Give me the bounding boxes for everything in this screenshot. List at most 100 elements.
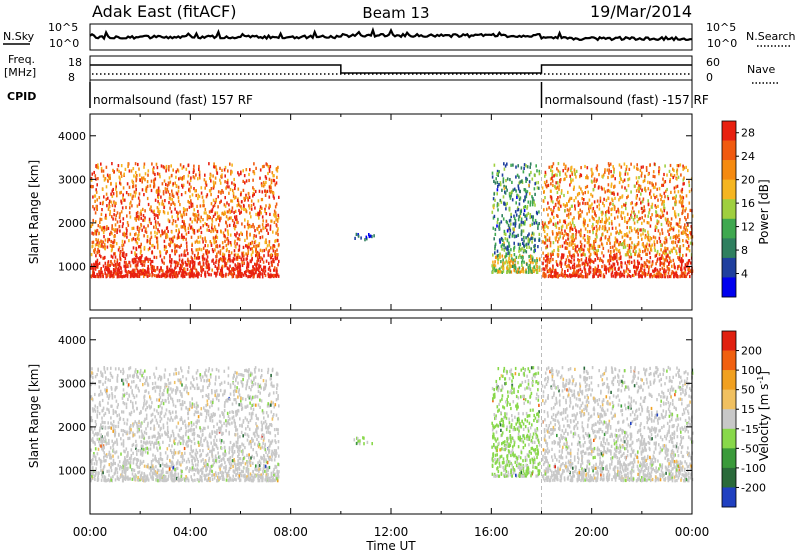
echo-cell [184,267,186,271]
echo-cell [524,220,526,224]
echo-cell [118,275,120,279]
echo-cell [534,268,536,272]
echo-cell [582,275,585,279]
echo-cell [127,164,129,169]
echo-cell [269,254,271,258]
echo-cell [228,223,231,227]
echo-cell [591,246,594,250]
echo-cell [496,254,499,258]
echo-cell [644,236,646,240]
echo-cell [200,440,202,444]
echo-cell [119,256,121,260]
echo-cell [565,225,568,230]
echo-cell [192,212,195,216]
echo-cell [618,163,621,167]
echo-cell [156,172,159,176]
echo-cell [523,205,525,210]
echo-cell [506,221,508,225]
echo-cell [156,231,158,235]
echo-cell [550,254,552,258]
echo-cell [197,271,199,275]
echo-cell [517,242,520,246]
echo-cell [649,189,652,193]
echo-cell [615,255,618,259]
echo-cell [626,232,628,236]
echo-cell [515,234,518,238]
echo-cell [145,227,147,231]
echo-cell [505,179,507,183]
echo-cell [257,426,259,430]
echo-cell [145,416,148,421]
echo-cell [545,238,547,242]
echo-cell [552,241,555,245]
echo-cell [639,249,642,254]
echo-cell [135,175,137,179]
echo-cell [643,178,646,183]
echo-cell [557,245,559,249]
echo-cell [516,173,519,177]
echo-cell [96,250,98,254]
echo-cell [118,246,121,250]
echo-cell [128,261,131,265]
echo-cell [567,215,570,219]
echo-cell [613,254,615,258]
echo-cell [217,250,220,254]
noise-panel [89,23,693,51]
echo-cell [493,192,495,196]
frequency-panel [89,55,693,81]
echo-cell [599,238,602,242]
echo-cell [256,259,258,263]
echo-cell [171,258,173,262]
echo-cell [136,174,138,178]
echo-cell [134,238,137,242]
echo-cell [512,258,515,262]
echo-cell [181,270,184,274]
echo-cell [649,191,651,196]
echo-cell [624,172,627,176]
echo-cell [638,189,640,193]
echo-cell [511,257,513,261]
echo-cell [215,199,217,203]
echo-cell [113,235,115,239]
echo-cell [200,191,203,195]
echo-cell [135,240,138,244]
echo-cell [230,463,233,467]
echo-cell [210,187,213,191]
echo-cell [258,242,261,246]
echo-cell [228,253,230,257]
echo-cell [243,198,246,202]
echo-cell [663,209,666,213]
echo-cell [626,196,628,200]
echo-cell [215,258,218,262]
echo-cell [491,264,493,268]
echo-cell [118,264,120,268]
echo-cell [613,244,616,248]
echo-cell [135,266,138,270]
echo-cell [188,366,190,370]
echo-cell [186,267,189,271]
echo-cell [114,217,117,221]
echo-cell [675,271,678,275]
echo-cell [210,173,212,177]
echo-cell [195,189,197,193]
echo-cell [111,255,114,259]
echo-cell [153,183,156,187]
echo-cell [667,197,670,201]
echo-cell [660,273,662,277]
echo-cell [686,272,689,276]
echo-cell [570,227,573,231]
echo-cell [116,211,119,215]
echo-cell [267,223,269,227]
echo-cell [608,164,610,168]
echo-cell [578,230,580,234]
echo-cell [642,165,644,169]
echo-cell [569,226,572,230]
echo-cell [181,264,183,268]
echo-cell [492,253,494,257]
echo-cell [543,275,546,279]
echo-cell [97,275,100,279]
echo-cell [505,203,507,207]
echo-cell [609,266,611,270]
echo-cell [638,210,640,214]
echo-cell [114,223,117,227]
